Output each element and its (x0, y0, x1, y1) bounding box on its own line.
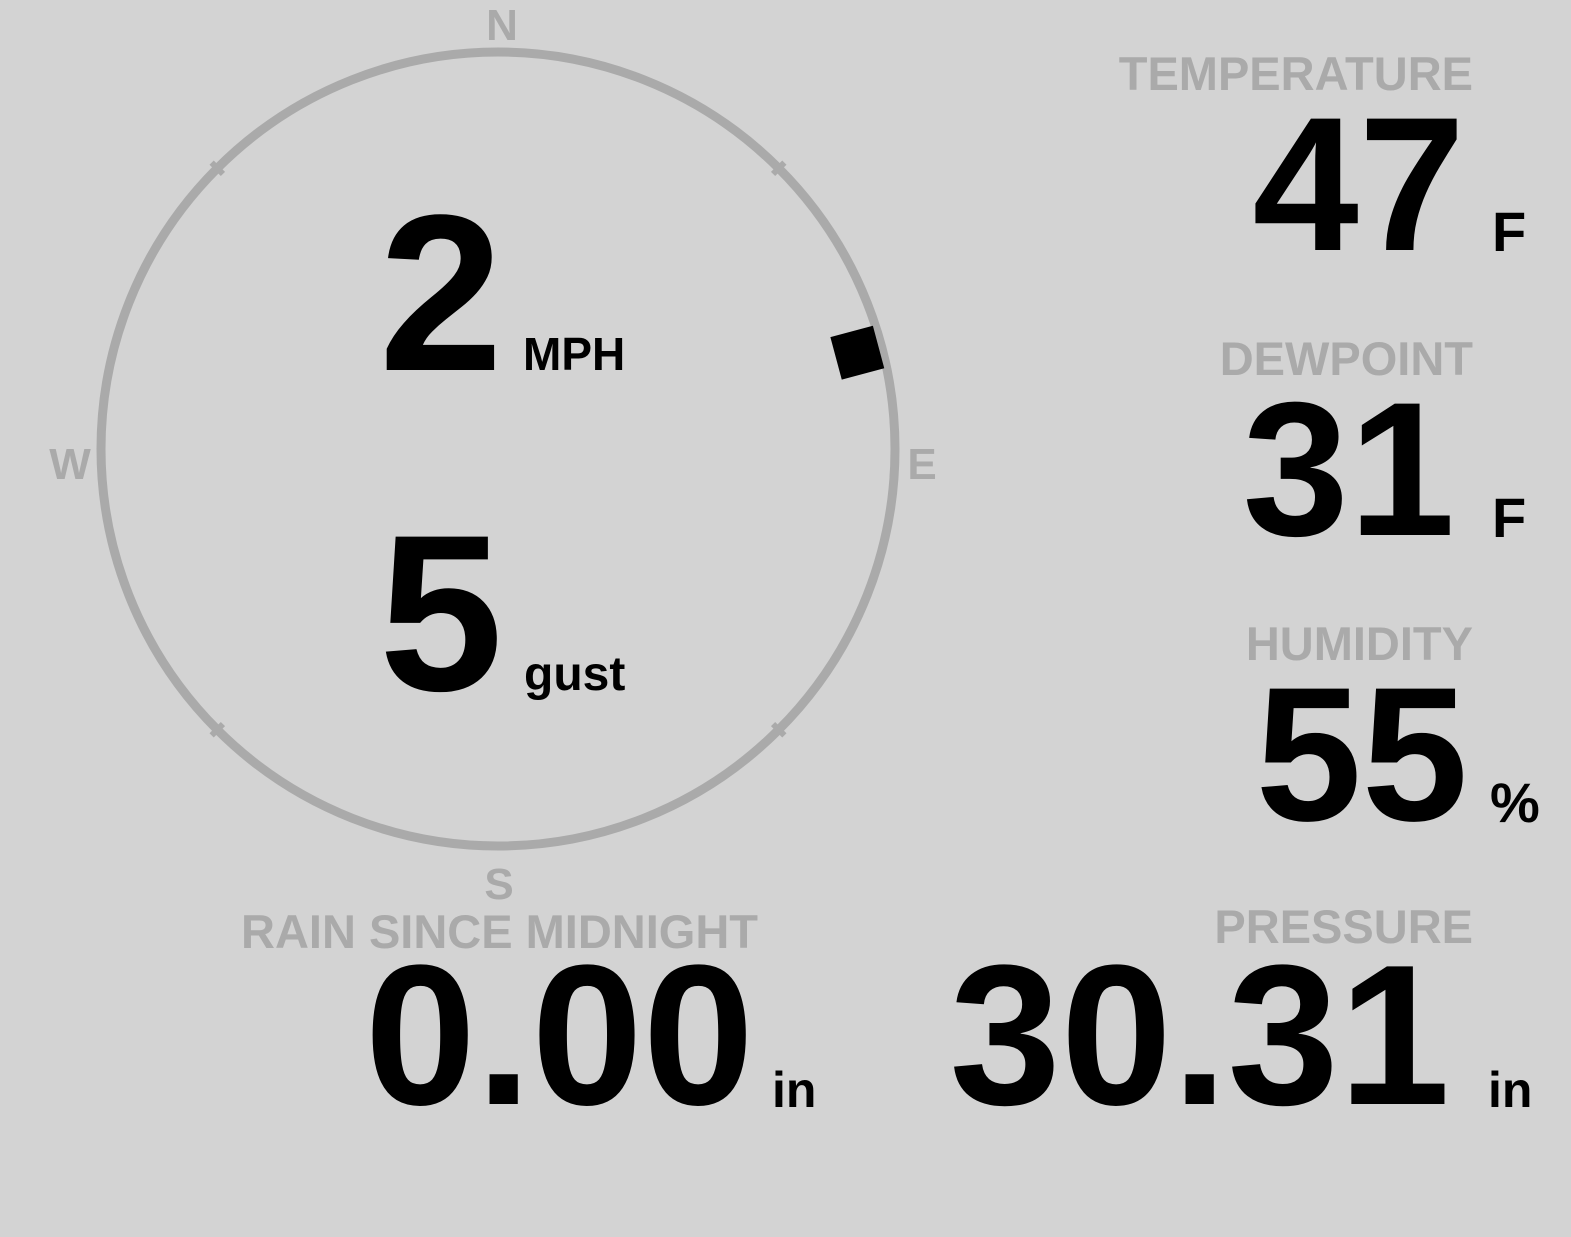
wind-speed-unit: MPH (523, 328, 625, 380)
pressure-label: PRESSURE (1214, 900, 1473, 953)
compass-tick (209, 160, 226, 177)
pressure-value: 30.31 (950, 924, 1451, 1147)
dewpoint-value: 31 (1243, 363, 1455, 576)
pressure-unit: in (1488, 1062, 1532, 1118)
wind-direction-marker (830, 325, 885, 380)
rain-unit: in (772, 1062, 816, 1118)
wind-compass: N E S W 2 MPH 5 gust (49, 1, 936, 909)
compass-tick (770, 721, 787, 738)
compass-ring (96, 47, 900, 851)
temperature-label: TEMPERATURE (1119, 47, 1473, 100)
wind-gust-value: 5 (379, 489, 503, 738)
rain-value: 0.00 (365, 924, 754, 1147)
humidity-value: 55 (1256, 648, 1468, 861)
humidity-label: HUMIDITY (1246, 617, 1473, 670)
compass-east: E (907, 440, 936, 489)
rain-panel: RAIN SINCE MIDNIGHT 0.00 in (241, 905, 816, 1147)
dewpoint-unit: F (1492, 486, 1526, 549)
rain-label: RAIN SINCE MIDNIGHT (241, 905, 758, 958)
wind-gust-label: gust (524, 648, 625, 701)
dewpoint-panel: DEWPOINT 31 F (1220, 332, 1527, 576)
compass-tick (209, 721, 226, 738)
pressure-panel: PRESSURE 30.31 in (950, 900, 1533, 1147)
dewpoint-label: DEWPOINT (1220, 332, 1474, 385)
temperature-unit: F (1492, 200, 1526, 263)
temperature-panel: TEMPERATURE 47 F (1119, 47, 1526, 291)
compass-north: N (486, 1, 518, 50)
compass-south: S (484, 860, 513, 909)
compass-tick (770, 160, 787, 177)
humidity-unit: % (1490, 771, 1540, 834)
humidity-panel: HUMIDITY 55 % (1246, 617, 1540, 861)
temperature-value: 47 (1253, 78, 1465, 291)
compass-ticks (209, 160, 787, 738)
compass-west: W (49, 440, 91, 489)
wind-speed-value: 2 (379, 169, 503, 418)
